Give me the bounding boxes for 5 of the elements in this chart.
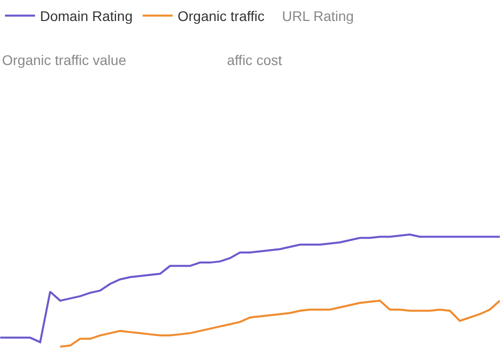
text: affic cost: [227, 52, 282, 68]
legend-label: Organic traffic: [178, 8, 264, 24]
legend-label: Domain Rating: [40, 8, 133, 24]
text: URL Rating: [282, 8, 354, 24]
text: Organic traffic value: [2, 52, 126, 68]
